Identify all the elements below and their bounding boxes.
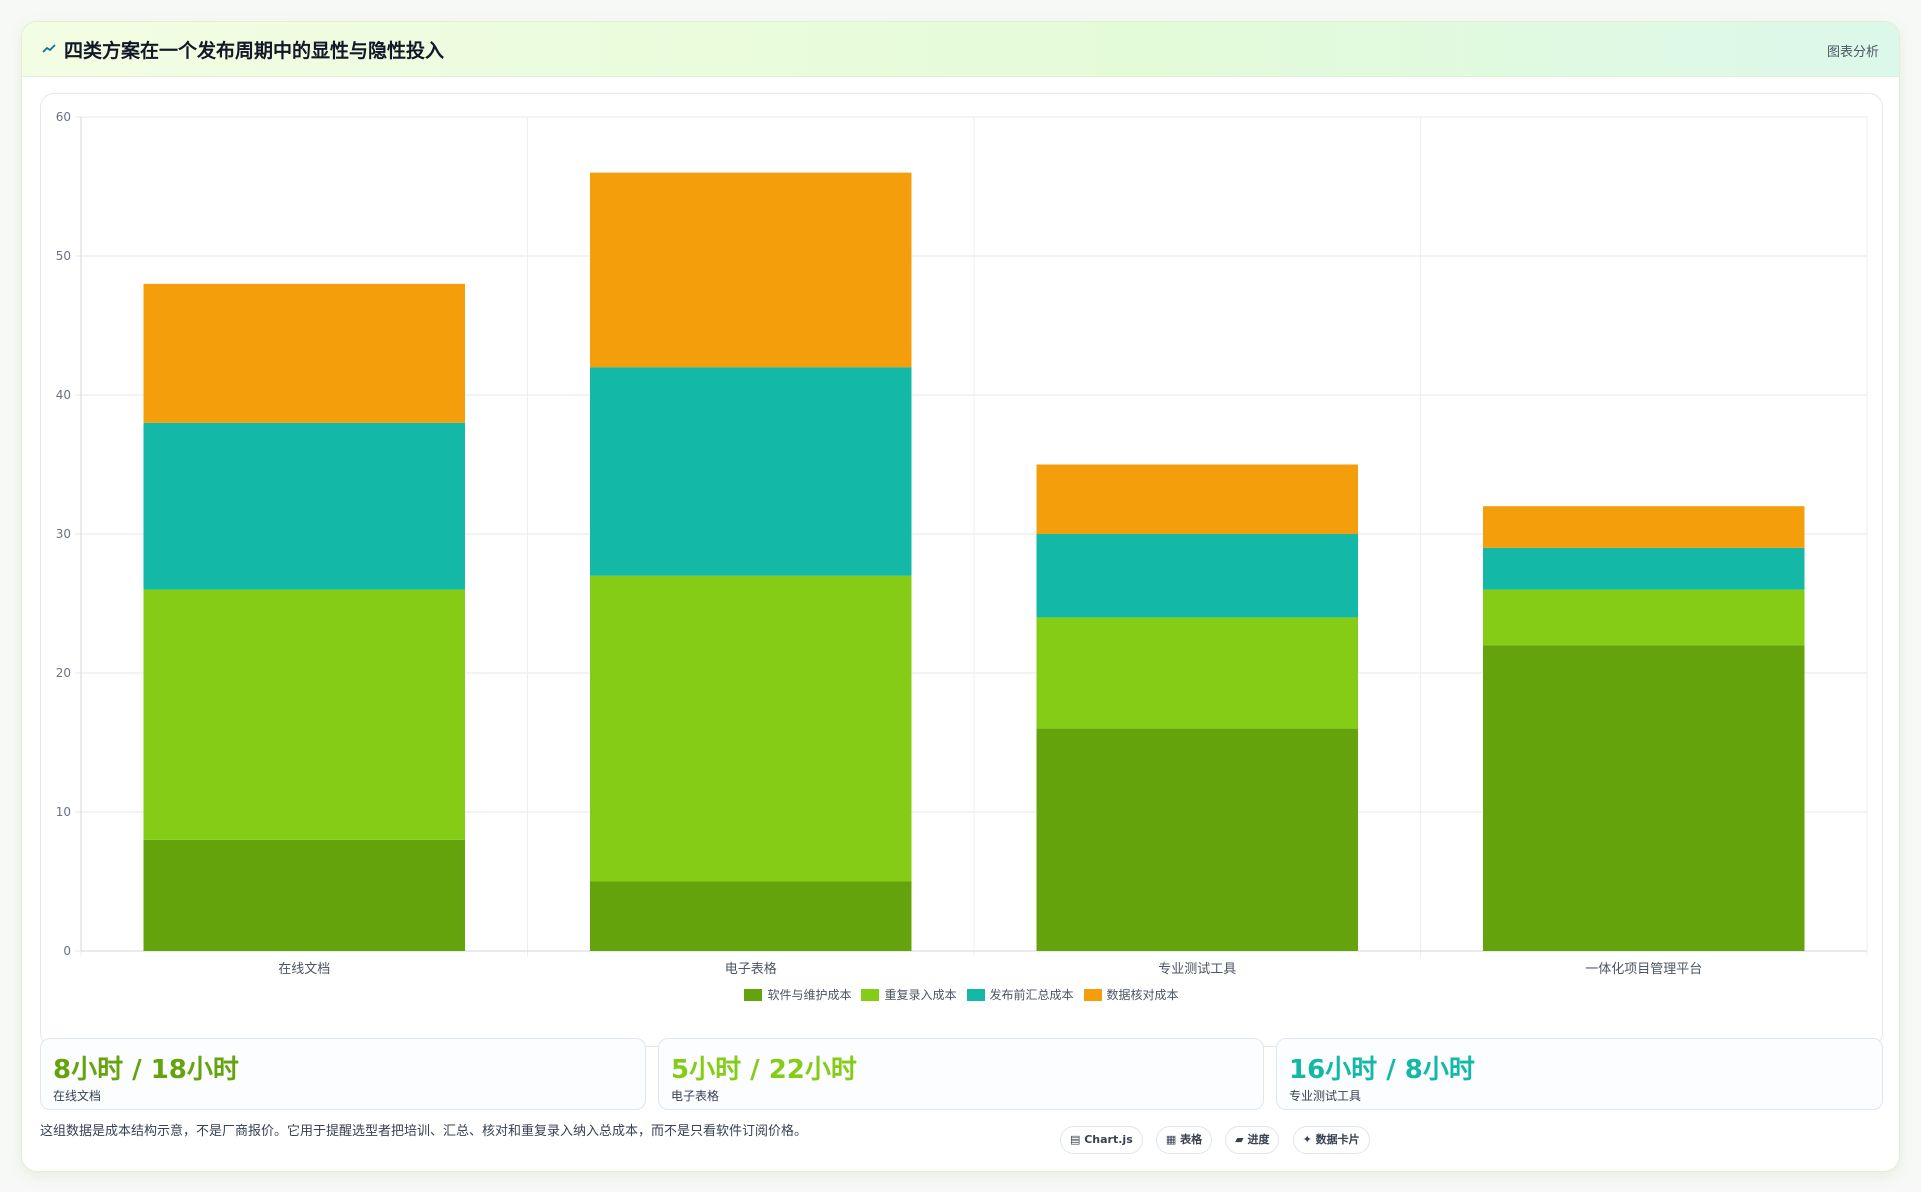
legend-label: 软件与维护成本 [767,988,852,1002]
legend-label: 发布前汇总成本 [989,988,1074,1002]
x-tick-label: 在线文档 [278,962,330,977]
tag-table[interactable]: ▦ 表格 [1155,1126,1213,1154]
bar-segment [590,367,912,576]
y-tick-label: 0 [63,944,71,958]
legend-swatch [1083,989,1102,1001]
bar-segment [143,589,465,840]
stat-value: 8小时 / 18小时 [53,1055,239,1085]
tag-list: ▤ Chart.js ▦ 表格 ▰ 进度 ✦ 数据卡片 [1060,1126,1378,1154]
bar-segment [1483,645,1805,951]
chart-legend: 软件与维护成本 重复录入成本 发布前汇总成本 数据核对成本 [41,986,1882,1003]
bar-segment [1036,464,1358,534]
tag-data-card[interactable]: ✦ 数据卡片 [1292,1126,1370,1154]
bar-segment [143,839,465,951]
bar-segment [1036,534,1358,618]
legend-label: 数据核对成本 [1106,988,1179,1002]
tag-progress[interactable]: ▰ 进度 [1225,1126,1280,1154]
card-header: 四类方案在一个发布周期中的显性与隐性投入 图表分析 [22,22,1899,77]
bar-segment [590,575,912,882]
bar-segment [1036,617,1358,729]
legend-swatch [744,989,763,1001]
legend-swatch [861,989,880,1001]
bar-segment [143,283,465,423]
bar-segment [143,422,465,590]
legend-item[interactable]: 软件与维护成本 [744,986,851,1003]
stacked-bar-chart: 0 10 20 30 40 50 60 在线文档 电子表格 专业测试工具 一体化项目管理平台 [56,110,1868,977]
stat-label: 电子表格 [671,1089,720,1103]
y-tick-label: 20 [56,666,71,680]
stat-label: 专业测试工具 [1289,1089,1362,1103]
stat-label: 在线文档 [53,1089,102,1103]
stat-value: 5小时 / 22小时 [671,1055,857,1085]
y-tick-label: 30 [56,527,71,541]
y-tick-label: 10 [56,805,71,819]
bar-segment [1036,728,1358,951]
legend-label: 重复录入成本 [884,988,957,1002]
chart-panel: 0 10 20 30 40 50 60 在线文档 电子表格 专业测试工具 一体化项目管理平台 软件与… [40,93,1883,1047]
chart-card: 四类方案在一个发布周期中的显性与隐性投入 图表分析 0 10 20 30 40 50 60 在… [21,21,1900,1172]
footnote: 这组数据是成本结构示意，不是厂商报价。它用于提醒选型者把培训、汇总、核对和重复录… [40,1124,808,1139]
x-tick-label: 一体化项目管理平台 [1585,962,1702,977]
bar-segment [1483,506,1805,548]
y-tick-label: 60 [56,110,71,124]
stat-card-online-docs: 8小时 / 18小时 在线文档 [40,1038,646,1110]
stat-card-spreadsheet: 5小时 / 22小时 电子表格 [658,1038,1264,1110]
stat-card-testing-tool: 16小时 / 8小时 专业测试工具 [1276,1038,1883,1110]
legend-swatch [966,989,985,1001]
x-tick-label: 电子表格 [725,961,777,977]
legend-item[interactable]: 重复录入成本 [861,986,957,1003]
bar-segment [1483,547,1805,590]
bar-segment [590,172,912,368]
legend-item[interactable]: 发布前汇总成本 [966,986,1074,1003]
chart-analysis-label: 图表分析 [1826,45,1879,60]
bar-segment [1483,589,1805,646]
legend-item[interactable]: 数据核对成本 [1083,986,1179,1003]
chart-title: 四类方案在一个发布周期中的显性与隐性投入 [64,40,445,62]
x-tick-label: 专业测试工具 [1158,962,1236,977]
bar-segment [590,881,912,951]
trend-icon [42,44,56,53]
tag-chartjs[interactable]: ▤ Chart.js [1060,1126,1143,1154]
y-tick-label: 50 [56,249,71,263]
y-tick-label: 40 [56,388,71,402]
stat-value: 16小时 / 8小时 [1289,1055,1475,1085]
